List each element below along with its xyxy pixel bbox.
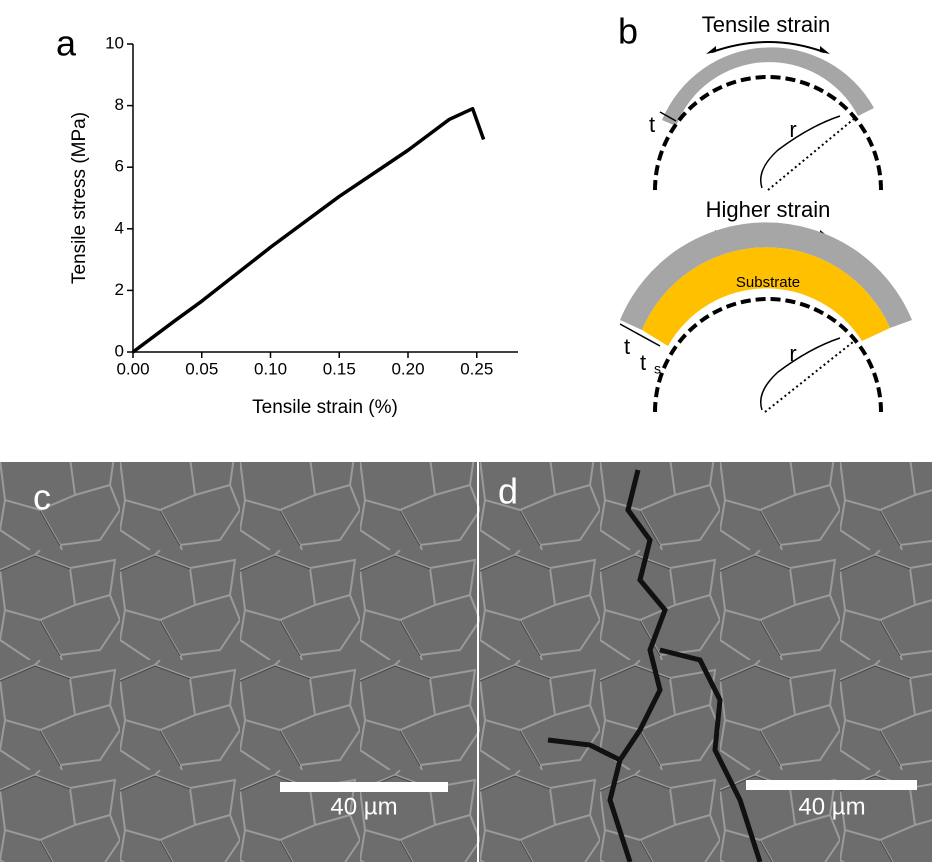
sem-image xyxy=(479,462,932,862)
thickness-label: t xyxy=(649,112,655,137)
y-tick-label: 6 xyxy=(115,157,124,176)
film xyxy=(620,222,912,330)
line-series xyxy=(131,106,486,354)
subscript: s xyxy=(654,361,661,377)
panel-label: c xyxy=(33,477,51,518)
crack xyxy=(547,469,763,862)
panel-label: a xyxy=(56,23,77,64)
radius-line xyxy=(767,117,856,191)
substrate-thickness-label: t xyxy=(640,350,646,375)
radius-line xyxy=(764,337,859,413)
sem-image xyxy=(0,462,477,862)
y-tick-label: 4 xyxy=(115,218,124,237)
y-tick-label: 8 xyxy=(115,95,124,114)
panel-c: c 40 µm xyxy=(0,462,477,862)
substrate-label: Substrate xyxy=(736,274,800,291)
scale-bar xyxy=(280,782,448,792)
radius-label: r xyxy=(789,341,796,366)
diagram-title: Tensile strain xyxy=(702,12,830,37)
curvature xyxy=(653,297,883,413)
panel-label: d xyxy=(498,471,518,512)
substrate xyxy=(642,247,890,346)
x-tick-label: 0.10 xyxy=(254,359,287,378)
curvature xyxy=(653,75,883,191)
x-tick-label: 0.25 xyxy=(460,359,493,378)
radius-arc xyxy=(760,337,841,411)
y-tick-label: 0 xyxy=(115,341,124,360)
scale-label: 40 µm xyxy=(798,793,865,820)
x-tick-label: 0.05 xyxy=(185,359,218,378)
strain-arrow xyxy=(711,41,825,53)
panel-a: a Tensile strain (%) Tensile stress (MPa… xyxy=(56,23,518,418)
thickness-marker xyxy=(619,323,661,347)
radius-label: r xyxy=(789,117,796,142)
panel-d: d 40 µm xyxy=(479,462,932,862)
y-axis-title: Tensile stress (MPa) xyxy=(69,112,90,284)
radius-arc xyxy=(760,115,841,189)
x-tick-label: 0.00 xyxy=(116,359,149,378)
diagram-title: Higher strain xyxy=(706,197,831,222)
x-tick-label: 0.20 xyxy=(391,359,424,378)
film xyxy=(662,47,874,127)
thickness-marker xyxy=(659,111,677,122)
panel-label: b xyxy=(618,11,638,52)
scale-label: 40 µm xyxy=(330,793,397,820)
panel-b: b Tensile strain r t Higher strain Subst… xyxy=(618,11,912,413)
y-tick-label: 10 xyxy=(105,33,124,52)
x-axis-title: Tensile strain (%) xyxy=(252,397,398,418)
thickness-label: t xyxy=(624,334,630,359)
x-tick-label: 0.15 xyxy=(323,359,356,378)
y-tick-label: 2 xyxy=(115,280,124,299)
scale-bar xyxy=(746,780,917,790)
